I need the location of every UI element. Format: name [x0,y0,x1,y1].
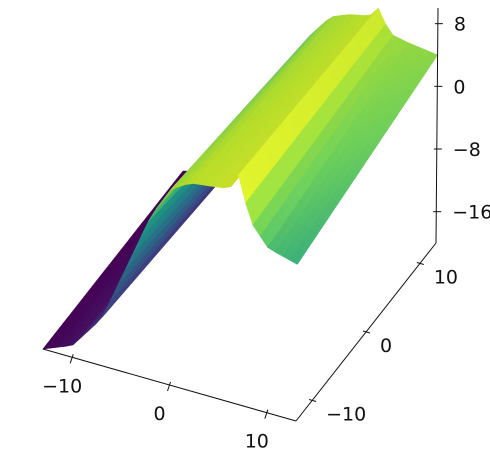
y-tick-label: 10 [434,267,458,289]
y-tick-mark [416,262,424,266]
z-axis-line [435,7,439,244]
x-tick-label: 0 [153,403,165,425]
z-tick-label: 0 [453,76,465,98]
z-tick-label: −8 [453,139,481,161]
surface-mesh [42,7,439,350]
x-tick-label: −10 [42,375,82,397]
axes: −10 0 10 −10 0 10 8 0 −8 −16 [42,7,490,453]
z-tick-label: 8 [454,14,466,36]
x-tick-mark [264,409,269,419]
y-tick-label: 0 [380,335,392,357]
z-tick-label: −16 [452,202,490,224]
y-tick-mark [309,398,317,402]
y-tick-mark [362,330,371,334]
x-tick-label: 10 [245,431,269,453]
y-tick-label: −10 [326,403,366,425]
x-tick-mark [69,354,74,364]
x-tick-mark [167,381,171,392]
surface-patch [289,253,302,265]
